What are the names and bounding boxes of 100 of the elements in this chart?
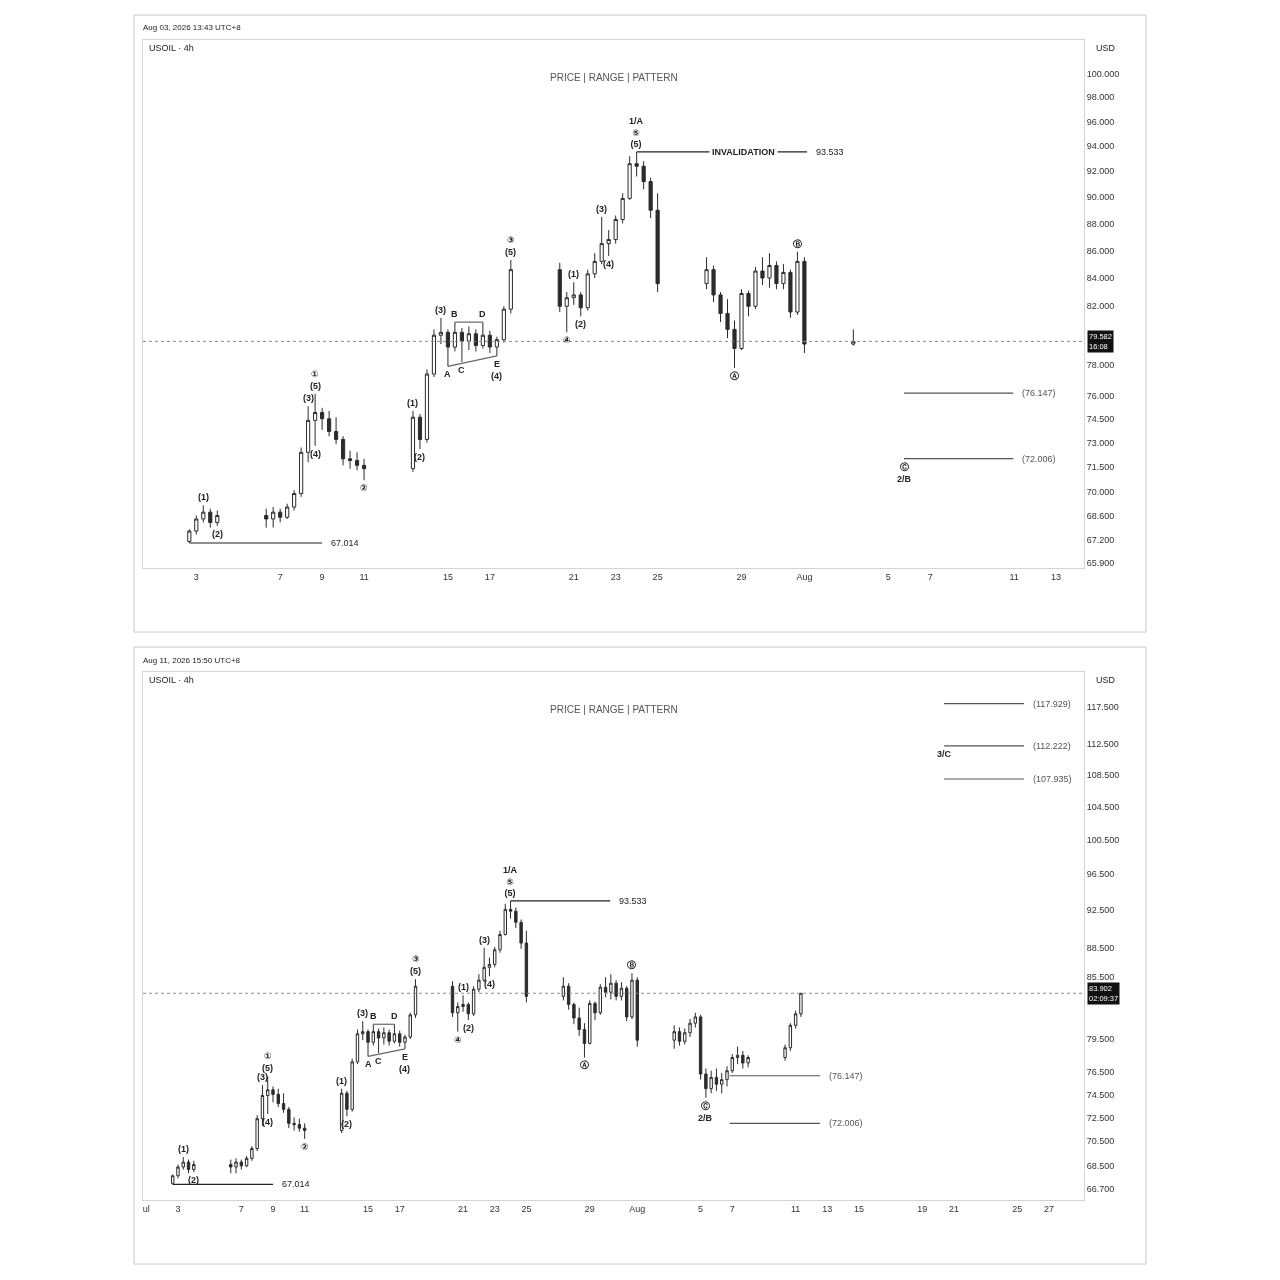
candlestick (450, 980, 455, 1018)
candlestick (410, 410, 416, 473)
series-label: (76.147) (1022, 388, 1056, 398)
candlestick (714, 1068, 719, 1092)
annotation: ② (360, 483, 368, 493)
candlestick (732, 320, 737, 369)
candlestick (354, 451, 360, 471)
candlestick (340, 435, 346, 466)
candlestick (599, 216, 604, 265)
annotation: (1) (198, 492, 209, 502)
y-tick-label: 74.500 (1086, 1089, 1115, 1100)
candlestick (620, 192, 625, 224)
annotation: Ⓐ (730, 371, 739, 381)
candlestick (851, 328, 856, 345)
candlestick (788, 1022, 793, 1052)
candlestick (718, 291, 723, 323)
x-tick-label: 11 (359, 571, 369, 582)
candlestick (788, 269, 793, 319)
y-tick-label: 88.500 (1086, 943, 1115, 954)
candlestick (582, 1022, 587, 1058)
annotation: (3) (435, 305, 446, 315)
annotation: E (402, 1052, 409, 1062)
candlestick (508, 259, 513, 314)
candlestick (376, 1027, 381, 1054)
series-label: 93.533 (816, 147, 844, 157)
y-axis-title: USD (1096, 675, 1116, 685)
annotation: (5) (310, 381, 321, 391)
candlestick (613, 214, 618, 245)
y-tick-label: 88.000 (1086, 218, 1115, 229)
annotation: (4) (484, 979, 495, 989)
candlestick (299, 446, 304, 498)
series-label: (76.147) (829, 1071, 863, 1081)
y-tick-label: 72.500 (1086, 1112, 1115, 1123)
series-label: 67.014 (331, 538, 359, 548)
chart-title: USOIL · 4h (149, 43, 194, 53)
annotation: Ⓒ (701, 1101, 710, 1111)
candlestick (271, 506, 276, 529)
annotation: 2/B (897, 474, 912, 484)
candlestick (281, 1092, 286, 1114)
candlestick (753, 266, 758, 310)
candlestick (566, 982, 571, 1011)
candlestick (327, 410, 332, 437)
candlestick (725, 298, 730, 339)
candlestick (767, 252, 772, 289)
annotation: ① (264, 1051, 272, 1061)
text: Aug 03, 2026 13:43 UTC+8 (143, 23, 242, 32)
y-tick-label: 70.500 (1086, 1136, 1115, 1147)
x-tick-label: 7 (277, 571, 283, 582)
x-tick-label: 11 (300, 1203, 310, 1214)
candlestick (672, 1024, 676, 1050)
y-tick-label: 74.500 (1086, 413, 1115, 424)
annotation: (3) (596, 204, 607, 214)
y-tick-label: 108.500 (1086, 769, 1120, 780)
y-tick-label: 73.000 (1086, 437, 1115, 448)
candlestick (564, 291, 569, 333)
candlestick (459, 327, 464, 363)
series-label: (112.222) (1033, 741, 1071, 751)
x-tick-label: 7 (927, 571, 933, 582)
x-tick-label: 5 (885, 571, 891, 582)
x-tick-label: 23 (489, 1203, 500, 1214)
annotation: (2) (463, 1023, 474, 1033)
annotation: (4) (603, 259, 614, 269)
y-tick-label: 96.500 (1086, 869, 1115, 880)
chart-title: USOIL · 4h (149, 675, 194, 685)
candlestick (655, 192, 660, 293)
candlestick (571, 281, 576, 306)
annotation: (3) (479, 935, 490, 945)
candlestick (585, 269, 590, 312)
x-tick-label: 9 (319, 571, 325, 582)
y-tick-label: 94.000 (1086, 141, 1115, 152)
annotation: ③ (507, 235, 515, 245)
annotation: (1) (407, 398, 418, 408)
x-tick-label: 3 (175, 1203, 181, 1214)
x-tick-label: 7 (238, 1203, 244, 1214)
x-tick-label: 11 (790, 1203, 801, 1214)
candlestick (186, 1159, 191, 1174)
annotation: Ⓑ (793, 239, 802, 249)
candlestick (466, 325, 471, 351)
candlestick (561, 976, 566, 1001)
text: PRICE | RANGE | PATTERN (550, 72, 678, 83)
candlestick (711, 265, 716, 303)
series-label: (117.929) (1033, 699, 1071, 709)
annotation: ③ (412, 954, 420, 964)
candlestick (320, 407, 325, 431)
annotation: D (391, 1011, 398, 1021)
x-tick-label: 19 (917, 1203, 928, 1214)
candlestick (313, 393, 318, 447)
x-tick-label: 21 (948, 1203, 960, 1214)
annotation: (5) (410, 966, 421, 976)
series-label: 93.533 (619, 896, 647, 906)
y-tick-label: 67.200 (1086, 534, 1115, 545)
candlestick (641, 160, 646, 190)
candlestick (473, 328, 478, 352)
candlestick (438, 317, 444, 345)
candlestick (392, 1023, 397, 1044)
annotation: A (444, 369, 451, 379)
candlestick (746, 290, 751, 317)
candlestick (445, 328, 451, 367)
candlestick (795, 251, 800, 316)
candlestick (677, 1026, 682, 1047)
